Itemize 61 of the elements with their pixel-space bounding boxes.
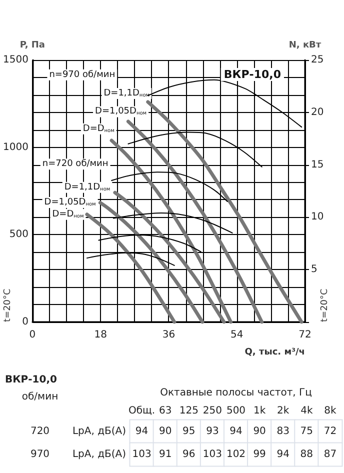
data-label: 102 (226, 449, 246, 460)
data-label: 96 (182, 449, 196, 460)
data-label: 90 (253, 426, 266, 437)
x-tick-label: 36 (162, 330, 176, 340)
line-series (146, 100, 304, 324)
data-label: 94 (276, 449, 290, 460)
line-series (98, 200, 204, 324)
data-label: 99 (253, 449, 266, 460)
text: t=20°C (3, 288, 13, 322)
x-tick-label: 2k (277, 406, 290, 416)
y2-tick-label: 25 (311, 54, 324, 66)
text: ВКР-10,0 (224, 68, 282, 81)
x-tick-label: 4k (300, 406, 313, 416)
text: t=20°C (320, 288, 330, 322)
data-label: 88 (300, 449, 314, 460)
data-label: 90 (158, 426, 172, 437)
y2-tick-label: 20 (311, 106, 324, 118)
y-tick-label: LpA, дБ(А) (72, 426, 126, 437)
data-label: 87 (324, 449, 337, 460)
data-label: 93 (206, 426, 219, 437)
y2-tick-label: 15 (311, 159, 324, 170)
data-label: 72 (324, 426, 337, 437)
y2-tick-label: 720 (30, 426, 50, 437)
data-label: 94 (230, 426, 242, 437)
line-series (113, 190, 226, 324)
line-series (110, 138, 233, 324)
line-series (126, 120, 264, 324)
annotation: n=720 об/мин (42, 159, 108, 170)
annotation: n=970 об/мин (49, 70, 116, 80)
x-tick-label: 8k (324, 406, 337, 416)
y2-tick-label: 5 (311, 264, 318, 276)
x-tick-label: 125 (179, 406, 198, 416)
y-tick-label: LpA, дБ(А) (72, 449, 126, 460)
y2-tick-label: 10 (311, 212, 324, 223)
x-tick-label: 0 (29, 330, 36, 340)
y-tick-label: 500 (9, 229, 28, 240)
data-label: 103 (132, 449, 152, 460)
x-tick-label: Общ. (128, 406, 156, 416)
y2-tick-label: 970 (30, 449, 50, 460)
y-axis-title: об/мин (22, 392, 58, 402)
x-tick-label: 63 (158, 406, 172, 416)
y-axis-title: P, Па (20, 40, 46, 50)
x-axis-title: Q, тыс. м³/ч (244, 348, 305, 358)
x-tick-label: 500 (226, 406, 246, 416)
x-tick-label: 18 (94, 330, 107, 340)
x-tick-label: 72 (298, 330, 312, 340)
data-label: 94 (135, 426, 148, 437)
data-label: 103 (202, 449, 222, 460)
x-tick-label: 250 (202, 406, 222, 416)
x-tick-label: 1k (253, 406, 266, 416)
data-label: 95 (182, 426, 196, 437)
data-label: 91 (158, 449, 172, 460)
y-tick-label: 1000 (2, 142, 28, 153)
x-tick-label: 54 (230, 330, 244, 340)
y2-axis-title: N, кВт (288, 40, 322, 50)
y-tick-label: 0 (22, 316, 28, 328)
x-axis-title: Октавные полосы частот, Гц (160, 388, 312, 398)
data-label: 83 (276, 426, 290, 437)
text: ВКР-10,0 (5, 374, 57, 386)
data-label: 75 (300, 426, 314, 437)
y-tick-label: 1500 (2, 54, 28, 66)
